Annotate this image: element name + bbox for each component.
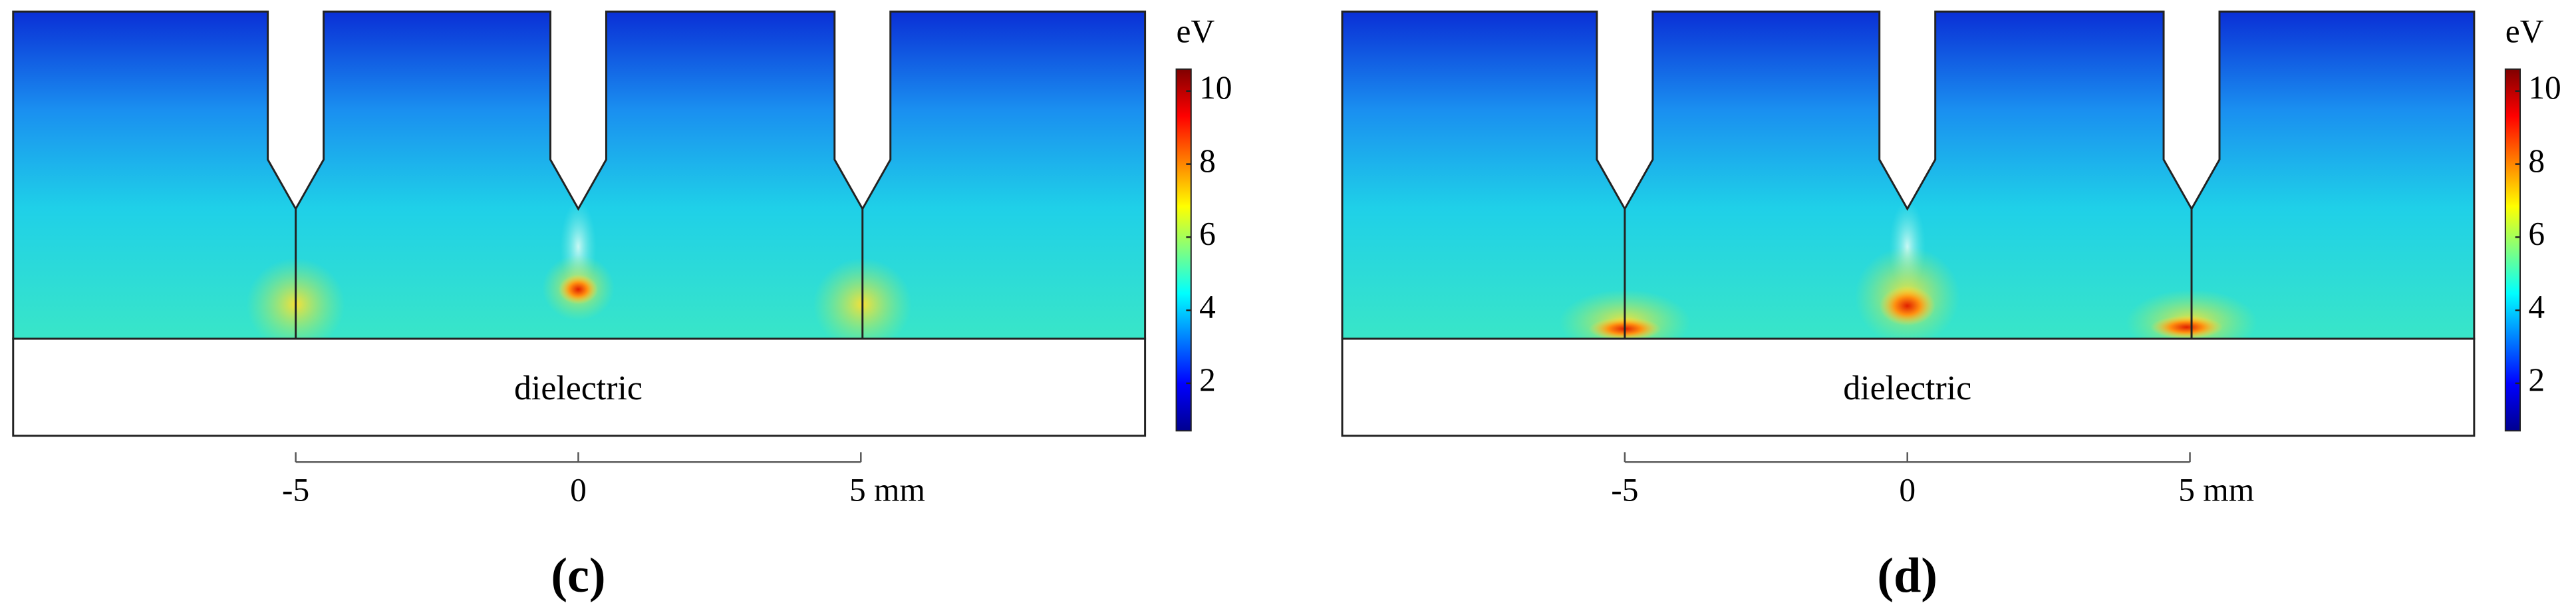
- colorbar-tick-label: 8: [2528, 142, 2545, 179]
- x-tick-label: -5: [282, 471, 309, 508]
- colorbar-tick-label: 6: [1199, 216, 1216, 252]
- dielectric: [12, 337, 1147, 437]
- colorbar-tick-label: 4: [1199, 288, 1216, 325]
- colorbar-tick-label: 10: [1199, 69, 1232, 106]
- colorbar: [2504, 68, 2521, 432]
- region-label: dielectric: [514, 369, 643, 407]
- colorbar-unit: eV: [1177, 13, 1215, 49]
- colorbar: [1175, 68, 1192, 432]
- colorbar-tick-label: 8: [1199, 142, 1216, 179]
- hotspot: [2150, 315, 2223, 339]
- panel: dielectric eV 2 4 6 8 10 -5 0 5 mm (d): [1341, 10, 2561, 603]
- region-label: dielectric: [1843, 369, 1971, 407]
- heatmap: [1342, 11, 2474, 339]
- x-tick-label: -5: [1611, 471, 1638, 508]
- x-tick-label: 0: [570, 471, 587, 508]
- x-tick-label: 5 mm: [849, 471, 925, 508]
- colorbar-unit: eV: [2505, 13, 2544, 49]
- colorbar-tick-label: 6: [2528, 216, 2545, 252]
- hotspot: [558, 274, 599, 305]
- panel: dielectric eV 2 4 6 8 10 -5 0 5 mm (c): [12, 10, 1232, 603]
- outline: [1341, 10, 2476, 340]
- colorbar-tick-label: 2: [2528, 361, 2545, 398]
- panel-label: (c): [551, 548, 605, 603]
- colorbar-tick-label: 2: [1199, 361, 1216, 398]
- x-tick-label: 5 mm: [2178, 471, 2254, 508]
- dielectric: [1341, 337, 2476, 437]
- x-tick-label: 0: [1899, 471, 1916, 508]
- colorbar-tick-label: 10: [2528, 69, 2561, 106]
- colorbar-tick-label: 4: [2528, 288, 2545, 325]
- panel-label: (d): [1877, 548, 1937, 603]
- outline: [12, 10, 1147, 340]
- heatmap: [13, 11, 1145, 339]
- hotspot: [1879, 286, 1935, 326]
